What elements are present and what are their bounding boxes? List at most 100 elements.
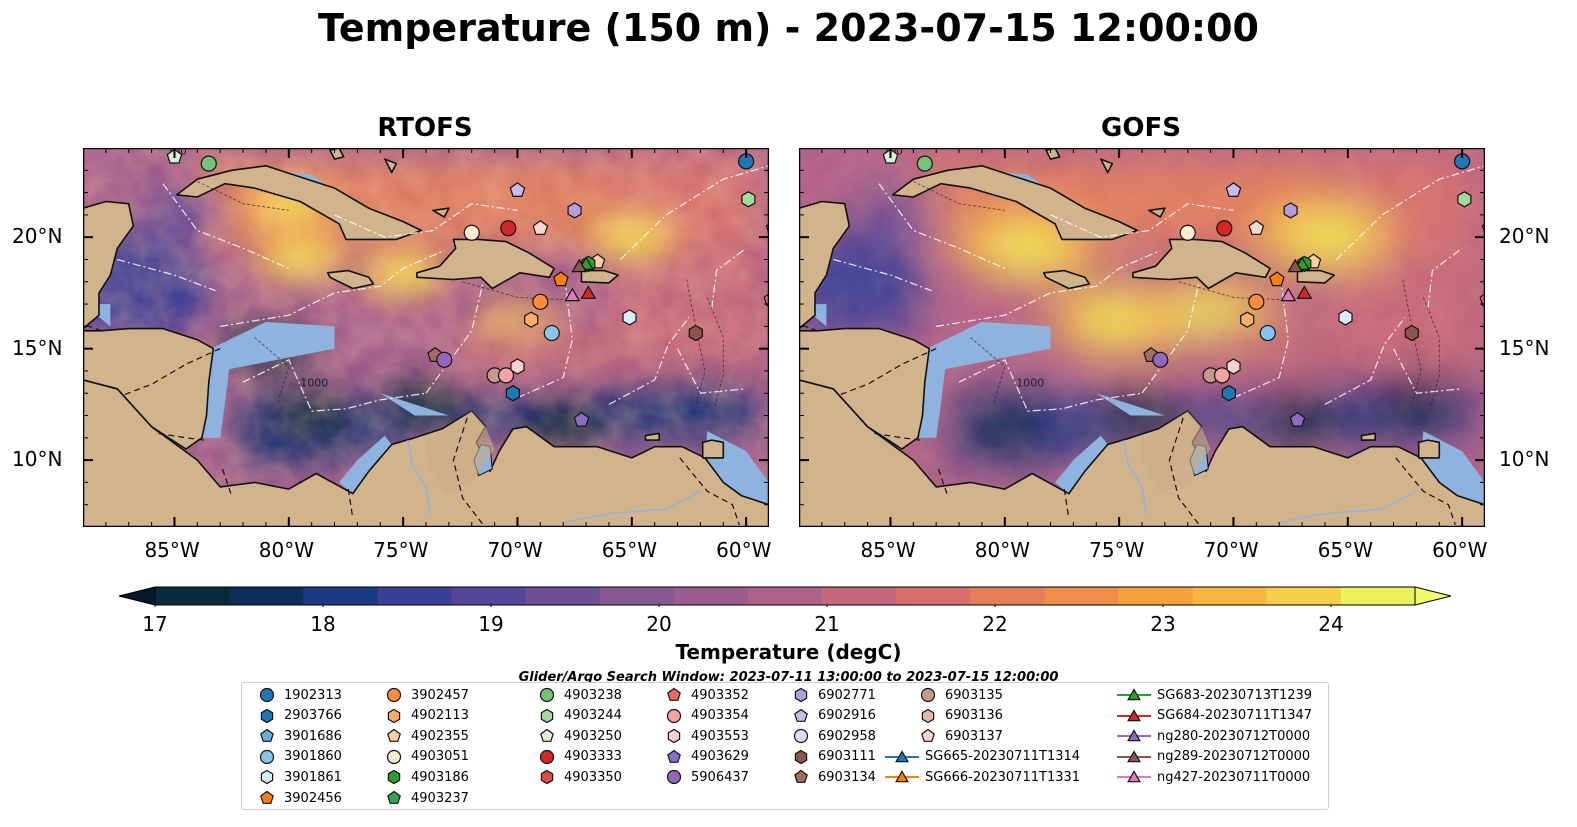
- land-cuba: [176, 164, 423, 241]
- legend-item: 3901861: [256, 767, 342, 787]
- search-window-text: Glider/Argo Search Window: 2023-07-11 13…: [518, 670, 1059, 685]
- legend-item: 6903134: [790, 767, 876, 787]
- legend-label: 4903352: [691, 687, 749, 703]
- observation-marker-3901860: [1259, 324, 1276, 342]
- legend-label: 6902916: [818, 708, 876, 724]
- legend-item: 6902771: [790, 685, 876, 705]
- circle-marker-icon: [539, 687, 555, 703]
- legend-label: 3902457: [411, 687, 469, 703]
- colorbar-swatch: [525, 587, 601, 605]
- legend-label: ng280-20230712T0000: [1157, 728, 1311, 744]
- colorbar-swatch: [747, 587, 823, 605]
- lon-tick-label: 65°W: [601, 538, 658, 562]
- legend-label: ng289-20230712T0000: [1157, 749, 1311, 765]
- legend-label: 5906437: [691, 769, 749, 785]
- colorbar-swatch: [673, 587, 749, 605]
- observation-marker-4903553: [510, 358, 525, 375]
- legend-item: 4903553: [663, 726, 749, 746]
- legend-label: 4903238: [564, 687, 622, 703]
- panel-title-rtofs: RTOFS: [377, 113, 473, 143]
- legend-label: ng427-20230711T0000: [1157, 769, 1311, 785]
- circle-marker-icon: [259, 687, 275, 703]
- panel-title-gofs: GOFS: [1101, 113, 1181, 143]
- colorbar-swatch: [970, 587, 1046, 605]
- legend-item: 4903186: [383, 767, 469, 787]
- observation-marker-4903244: [741, 191, 756, 208]
- legend-item: 4903629: [663, 747, 749, 767]
- bathymetry-contour-label: 1000: [300, 377, 328, 390]
- observation-marker-4903553: [1226, 358, 1241, 375]
- hexagon-marker-icon: [540, 708, 554, 723]
- colorbar-swatch: [1192, 587, 1268, 605]
- observation-marker-6902916: [509, 182, 526, 198]
- colorbar-tick-label: 20: [646, 612, 672, 636]
- lon-tick-label: 70°W: [1203, 538, 1259, 562]
- legend-label: SG684-20230711T1347: [1157, 708, 1313, 724]
- legend-item: ng280-20230712T0000: [1117, 726, 1310, 746]
- observation-marker-4903238: [200, 155, 217, 172]
- legend-item: SG683-20230713T1239: [1117, 685, 1312, 705]
- triangle-marker-icon: [1117, 708, 1151, 721]
- land-margarita: [644, 432, 661, 441]
- colorbar-tick-label: 18: [310, 612, 336, 636]
- observation-marker-3901861: [1338, 309, 1353, 326]
- legend-label: 4903250: [564, 728, 622, 744]
- hexagon-marker-icon: [540, 770, 554, 785]
- observation-marker-4902113: [524, 311, 539, 328]
- observation-marker-6902771: [1283, 202, 1298, 219]
- pentagon-marker-icon: [387, 728, 401, 743]
- legend-item: 6903111: [790, 747, 876, 767]
- legend-item: 4903051: [383, 747, 469, 767]
- hexagon-marker-icon: [387, 770, 401, 785]
- hexagon-marker-icon: [387, 708, 401, 723]
- observation-marker-5906437: [436, 351, 453, 368]
- observation-marker-4903629: [573, 411, 590, 427]
- observation-marker-ng427-20230711T0000: [1280, 287, 1297, 302]
- observation-marker-ng427-20230711T0000: [564, 287, 581, 302]
- lon-tick-label: 70°W: [487, 538, 543, 562]
- observation-marker-4903051: [463, 224, 480, 241]
- legend-item: 3901686: [256, 726, 342, 746]
- pentagon-marker-icon: [540, 728, 554, 743]
- hexagon-marker-icon: [921, 708, 935, 723]
- legend-item: 4902113: [383, 706, 469, 726]
- legend-label: 6902958: [818, 728, 876, 744]
- observation-marker-SG684-20230711T1347: [580, 285, 597, 299]
- colorbar-swatch: [229, 587, 304, 605]
- temperature-colorbar: [118, 586, 1452, 607]
- observation-marker-3902456: [1269, 271, 1285, 287]
- land-margarita: [1360, 432, 1377, 441]
- colorbar-swatch: [303, 587, 378, 605]
- colorbar-swatch: [896, 587, 971, 605]
- legend-label: SG665-20230711T1314: [925, 749, 1081, 765]
- hexagon-marker-icon: [794, 687, 808, 703]
- colorbar-tick-label: 21: [814, 612, 840, 636]
- land-trinidad: [1417, 439, 1441, 459]
- observation-marker-6903137: [532, 220, 549, 235]
- legend-item: ng289-20230712T0000: [1117, 747, 1310, 767]
- legend-label: 6903134: [818, 769, 876, 785]
- legend-item: 3902457: [383, 685, 469, 705]
- legend-item: 3902456: [256, 788, 342, 808]
- legend-label: 6903111: [818, 749, 876, 765]
- legend-item: 4903237: [383, 788, 469, 808]
- legend-item: SG666-20230711T1331: [885, 767, 1080, 787]
- circle-marker-icon: [539, 749, 555, 764]
- land-jamaica: [1042, 269, 1091, 290]
- observation-marker-6903111: [1404, 324, 1419, 342]
- legend-label: 3901860: [284, 749, 342, 765]
- lon-tick-label: 85°W: [860, 538, 916, 562]
- pentagon-marker-icon: [260, 790, 274, 804]
- legend-item: 4903354: [663, 706, 749, 726]
- lon-tick-label: 80°W: [974, 538, 1031, 562]
- pentagon-marker-icon: [794, 770, 808, 784]
- observation-marker-4903333: [500, 220, 517, 237]
- legend-label: 4903244: [564, 708, 622, 724]
- circle-marker-icon: [666, 770, 682, 785]
- colorbar-swatch: [1340, 587, 1416, 605]
- land-centralAmerica: [799, 327, 931, 450]
- legend-item: 6902916: [790, 706, 876, 726]
- lon-tick-label: 65°W: [1317, 538, 1374, 562]
